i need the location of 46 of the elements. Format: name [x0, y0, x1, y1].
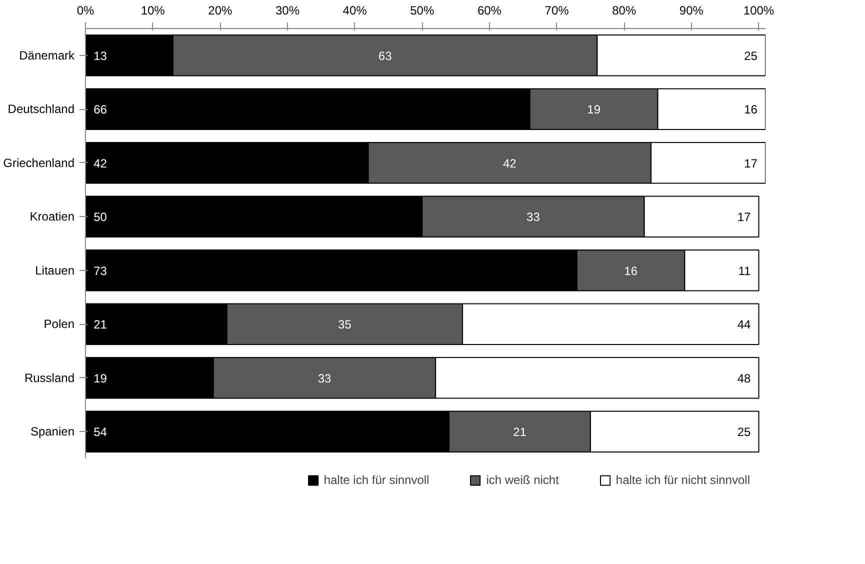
y-tick-label: Deutschland: [8, 102, 75, 116]
legend-label: halte ich für nicht sinnvoll: [616, 473, 750, 487]
x-tick-label: 30%: [275, 4, 300, 18]
data-label: 13: [94, 48, 108, 63]
data-label: 17: [737, 210, 752, 224]
x-tick-label: 40%: [342, 4, 368, 18]
x-tick-label: 20%: [208, 4, 232, 18]
y-tick-label: Griechenland: [3, 156, 75, 170]
y-tick-label: Kroatien: [30, 210, 75, 224]
x-tick-label: 70%: [544, 4, 570, 18]
legend-label: halte ich für sinnvoll: [324, 473, 430, 487]
y-tick-label: Dänemark: [19, 48, 76, 62]
data-label: 66: [94, 102, 108, 117]
data-label: 42: [94, 156, 108, 170]
data-label: 35: [338, 318, 352, 332]
data-label: 21: [513, 425, 527, 440]
data-label: 19: [587, 102, 601, 117]
data-label: 44: [737, 318, 752, 332]
x-tick-label: 50%: [410, 4, 434, 18]
data-label: 33: [318, 371, 332, 386]
data-label: 50: [94, 210, 108, 224]
data-label: 17: [744, 156, 758, 170]
data-label: 21: [94, 318, 108, 332]
y-tick-label: Spanien: [30, 424, 75, 439]
y-tick-label: Russland: [24, 370, 75, 385]
data-label: 42: [502, 156, 517, 170]
data-label: 25: [744, 48, 758, 63]
x-tick-label: 90%: [679, 4, 704, 18]
data-label: 73: [94, 264, 108, 278]
data-label: 16: [744, 102, 758, 117]
data-label: 33: [526, 210, 540, 224]
x-tick-label: 0%: [76, 4, 94, 18]
y-tick-label: Litauen: [35, 263, 75, 278]
data-label: 25: [737, 425, 752, 440]
legend-label: ich weiß nicht: [486, 473, 559, 487]
x-tick-label: 10%: [140, 4, 166, 18]
data-label: 54: [94, 425, 108, 440]
x-tick-label: 80%: [612, 4, 636, 18]
data-label: 16: [624, 264, 638, 278]
y-tick-label: Polen: [44, 317, 75, 332]
x-tick-label: 100%: [743, 4, 774, 18]
data-label: 48: [737, 371, 752, 386]
data-label: 63: [378, 48, 392, 63]
data-label: 19: [94, 371, 108, 386]
data-label: 11: [738, 264, 752, 278]
x-tick-label: 60%: [477, 4, 502, 18]
